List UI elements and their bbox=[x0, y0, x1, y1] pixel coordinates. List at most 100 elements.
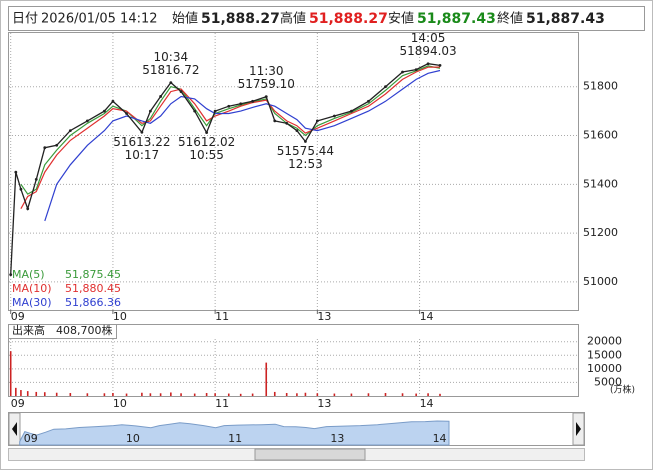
annotation-value: 51613.22 bbox=[113, 135, 170, 149]
volume-bar bbox=[159, 393, 162, 396]
price-point bbox=[273, 119, 277, 123]
ma-line bbox=[20, 66, 441, 209]
annotation-time: 10:17 bbox=[125, 148, 160, 162]
high-label: 高値 bbox=[280, 11, 306, 27]
low-label: 安値 bbox=[388, 11, 414, 27]
volume-bar bbox=[214, 393, 216, 396]
legend-name: MA(30) bbox=[12, 296, 52, 309]
volume-bar bbox=[350, 393, 353, 396]
volume-bar bbox=[125, 393, 128, 396]
price-point bbox=[148, 109, 152, 113]
annotation-time: 10:34 bbox=[154, 50, 189, 64]
price-point bbox=[315, 119, 319, 123]
navigator-tick-label: 11 bbox=[228, 432, 242, 445]
volume-bar bbox=[55, 392, 58, 396]
volume-bar bbox=[69, 393, 72, 396]
price-point bbox=[367, 99, 370, 103]
volume-bar bbox=[384, 393, 387, 396]
legend-name: MA(5) bbox=[12, 268, 45, 281]
high-value: 51,888.27 bbox=[309, 11, 388, 27]
volume-bar bbox=[296, 393, 298, 396]
price-panel bbox=[8, 32, 579, 311]
scrollbar-thumb[interactable] bbox=[254, 448, 366, 461]
x-tick-label: 10 bbox=[113, 397, 127, 410]
y-tick-label: 51200 bbox=[583, 226, 618, 239]
x-tick-label: 10 bbox=[113, 310, 127, 323]
price-point bbox=[304, 140, 307, 143]
volume-bar bbox=[112, 393, 114, 396]
price-point bbox=[103, 109, 106, 113]
annotation-time: 11:30 bbox=[249, 64, 284, 78]
volume-bar bbox=[35, 391, 38, 396]
price-point bbox=[438, 63, 442, 67]
legend-value: 51,875.45 bbox=[65, 268, 121, 281]
price-point bbox=[111, 99, 115, 103]
price-point bbox=[332, 114, 336, 118]
price-point bbox=[179, 90, 183, 93]
price-point bbox=[159, 95, 163, 98]
price-point bbox=[264, 95, 268, 99]
legend-value: 51,866.36 bbox=[65, 296, 121, 309]
price-point bbox=[55, 143, 59, 147]
volume-panel bbox=[8, 324, 579, 397]
close-label: 終値 bbox=[497, 11, 523, 27]
volume-bar bbox=[367, 393, 370, 396]
volume-label: 出来高 bbox=[12, 323, 45, 337]
open-label: 始値 bbox=[172, 11, 198, 27]
price-point bbox=[68, 129, 72, 133]
price-point bbox=[414, 68, 418, 72]
x-tick-label: 11 bbox=[215, 397, 229, 410]
navigator-area bbox=[19, 420, 450, 446]
x-tick-label: 14 bbox=[420, 397, 434, 410]
annotation-time: 14:05 bbox=[411, 31, 446, 45]
volume-label-box bbox=[8, 324, 117, 339]
y-tick-label: 51800 bbox=[583, 80, 618, 93]
price-point bbox=[384, 85, 387, 89]
navigator-tick-label: 14 bbox=[433, 432, 447, 445]
volume-bar bbox=[273, 391, 276, 396]
annotation-time: 10:55 bbox=[189, 148, 224, 162]
volume-bar bbox=[180, 393, 182, 396]
ma-line bbox=[44, 69, 441, 222]
price-point bbox=[295, 129, 299, 133]
open-value: 51,888.27 bbox=[201, 11, 280, 27]
volume-bar bbox=[43, 392, 46, 396]
x-tick-label: 13 bbox=[317, 397, 331, 410]
x-tick-label: 09 bbox=[11, 310, 25, 323]
price-point bbox=[140, 130, 144, 134]
y-tick-label: 51400 bbox=[583, 177, 618, 190]
volume-bar bbox=[86, 393, 89, 396]
volume-bar bbox=[316, 393, 319, 396]
volume-bar bbox=[251, 393, 254, 396]
price-point bbox=[85, 119, 89, 123]
volume-bar bbox=[265, 362, 268, 396]
price-point bbox=[227, 104, 231, 108]
volume-tick-label: 20000 bbox=[587, 335, 622, 348]
volume-bar bbox=[227, 393, 230, 396]
price-point bbox=[26, 207, 30, 211]
low-value: 51,887.43 bbox=[417, 11, 496, 27]
price-point bbox=[19, 187, 23, 191]
volume-bar bbox=[415, 393, 417, 396]
annotation-value: 51894.03 bbox=[399, 44, 456, 58]
volume-bar bbox=[401, 393, 404, 396]
price-point bbox=[125, 112, 128, 115]
price-point bbox=[350, 109, 353, 113]
annotation-value: 51575.44 bbox=[277, 144, 334, 158]
price-point bbox=[251, 99, 255, 103]
volume-bar bbox=[26, 391, 29, 396]
volume-bar bbox=[141, 392, 143, 396]
volume-bar bbox=[15, 387, 17, 396]
price-point bbox=[43, 146, 47, 150]
volume-bar bbox=[205, 393, 208, 396]
datetime: 2026/01/05 14:12 bbox=[41, 12, 158, 27]
x-tick-label: 09 bbox=[11, 397, 25, 410]
y-tick-label: 51600 bbox=[583, 129, 618, 142]
volume-bar bbox=[103, 393, 106, 396]
price-point bbox=[239, 102, 243, 106]
close-value: 51,887.43 bbox=[526, 11, 605, 27]
annotation-value: 51759.10 bbox=[238, 77, 295, 91]
price-point bbox=[14, 170, 18, 174]
